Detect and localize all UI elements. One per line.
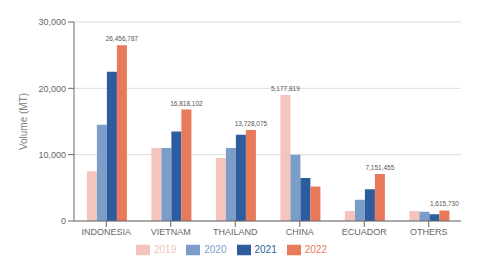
svg-text:10,000: 10,000 <box>38 150 66 160</box>
svg-text:VIETNAM: VIETNAM <box>151 227 191 237</box>
svg-text:13,728,075: 13,728,075 <box>235 120 268 127</box>
svg-text:INDONESIA: INDONESIA <box>81 227 131 237</box>
svg-text:30,000: 30,000 <box>38 17 66 27</box>
svg-text:Volume (MT): Volume (MT) <box>18 93 29 150</box>
svg-text:THAILAND: THAILAND <box>213 227 258 237</box>
svg-text:1,615,730: 1,615,730 <box>430 200 459 207</box>
html-text:2022: 2022 <box>304 243 327 255</box>
svg-text:26,456,787: 26,456,787 <box>106 35 139 42</box>
html-text:2019: 2019 <box>154 243 177 255</box>
svg-text:5,177,819: 5,177,819 <box>271 85 300 92</box>
svg-text:7,151,455: 7,151,455 <box>365 164 394 171</box>
svg-text:20,000: 20,000 <box>38 84 66 94</box>
html-text:2020: 2020 <box>204 243 227 255</box>
svg-text:CHINA: CHINA <box>286 227 314 237</box>
svg-text:OTHERS: OTHERS <box>410 227 448 237</box>
svg-text:ECUADOR: ECUADOR <box>342 227 388 237</box>
svg-text:0: 0 <box>61 216 66 226</box>
html-text:2021: 2021 <box>254 243 277 255</box>
svg-text:16,818,102: 16,818,102 <box>170 100 203 107</box>
